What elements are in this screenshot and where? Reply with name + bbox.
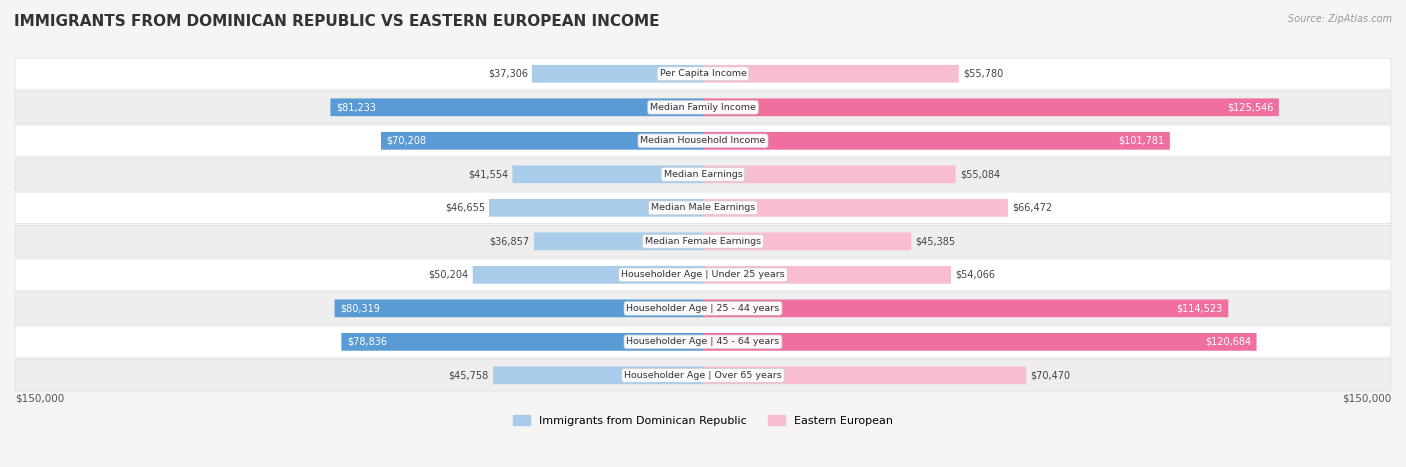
Text: $70,470: $70,470 [1031,370,1070,381]
FancyBboxPatch shape [703,233,911,250]
Text: Householder Age | 25 - 44 years: Householder Age | 25 - 44 years [627,304,779,313]
Text: $70,208: $70,208 [387,136,426,146]
FancyBboxPatch shape [489,199,703,217]
Text: $55,084: $55,084 [960,170,1000,179]
Text: Median Family Income: Median Family Income [650,103,756,112]
Text: $80,319: $80,319 [340,304,380,313]
FancyBboxPatch shape [15,192,1391,224]
FancyBboxPatch shape [15,159,1391,190]
FancyBboxPatch shape [472,266,703,284]
Text: $125,546: $125,546 [1227,102,1274,112]
FancyBboxPatch shape [381,132,703,150]
Legend: Immigrants from Dominican Republic, Eastern European: Immigrants from Dominican Republic, East… [509,410,897,430]
Text: $55,780: $55,780 [963,69,1004,79]
Text: IMMIGRANTS FROM DOMINICAN REPUBLIC VS EASTERN EUROPEAN INCOME: IMMIGRANTS FROM DOMINICAN REPUBLIC VS EA… [14,14,659,29]
FancyBboxPatch shape [15,58,1391,90]
Text: Source: ZipAtlas.com: Source: ZipAtlas.com [1288,14,1392,24]
FancyBboxPatch shape [703,299,1229,317]
FancyBboxPatch shape [15,226,1391,257]
FancyBboxPatch shape [15,125,1391,156]
Text: $114,523: $114,523 [1177,304,1223,313]
FancyBboxPatch shape [15,92,1391,123]
Text: Median Household Income: Median Household Income [640,136,766,145]
FancyBboxPatch shape [703,65,959,83]
FancyBboxPatch shape [703,199,1008,217]
FancyBboxPatch shape [531,65,703,83]
FancyBboxPatch shape [335,299,703,317]
FancyBboxPatch shape [512,165,703,183]
FancyBboxPatch shape [703,367,1026,384]
Text: $41,554: $41,554 [468,170,509,179]
FancyBboxPatch shape [15,259,1391,290]
FancyBboxPatch shape [15,326,1391,358]
Text: Median Female Earnings: Median Female Earnings [645,237,761,246]
Text: $50,204: $50,204 [429,270,468,280]
FancyBboxPatch shape [703,333,1257,351]
FancyBboxPatch shape [15,293,1391,324]
Text: $66,472: $66,472 [1012,203,1052,213]
FancyBboxPatch shape [703,266,950,284]
FancyBboxPatch shape [703,99,1279,116]
Text: $54,066: $54,066 [955,270,995,280]
Text: $150,000: $150,000 [1341,394,1391,404]
FancyBboxPatch shape [15,360,1391,391]
Text: $46,655: $46,655 [444,203,485,213]
Text: $150,000: $150,000 [15,394,65,404]
FancyBboxPatch shape [703,165,956,183]
Text: Householder Age | Under 25 years: Householder Age | Under 25 years [621,270,785,279]
FancyBboxPatch shape [342,333,703,351]
FancyBboxPatch shape [494,367,703,384]
Text: $78,836: $78,836 [347,337,387,347]
Text: $120,684: $120,684 [1205,337,1251,347]
Text: Householder Age | 45 - 64 years: Householder Age | 45 - 64 years [627,337,779,347]
Text: $37,306: $37,306 [488,69,527,79]
Text: $45,758: $45,758 [449,370,489,381]
Text: $36,857: $36,857 [489,236,530,246]
Text: Median Male Earnings: Median Male Earnings [651,203,755,212]
Text: $81,233: $81,233 [336,102,375,112]
Text: $45,385: $45,385 [915,236,956,246]
FancyBboxPatch shape [330,99,703,116]
Text: Per Capita Income: Per Capita Income [659,69,747,78]
Text: Householder Age | Over 65 years: Householder Age | Over 65 years [624,371,782,380]
Text: Median Earnings: Median Earnings [664,170,742,179]
FancyBboxPatch shape [534,233,703,250]
Text: $101,781: $101,781 [1118,136,1164,146]
FancyBboxPatch shape [703,132,1170,150]
